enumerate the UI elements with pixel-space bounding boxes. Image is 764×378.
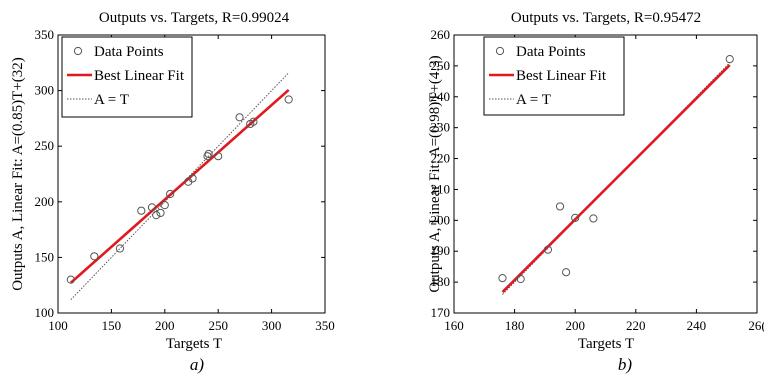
y-tick-label: 200: [35, 194, 55, 209]
best-fit-line: [501, 64, 731, 293]
y-tick-label: 170: [431, 305, 451, 320]
data-point: [562, 268, 571, 277]
data-point: [166, 189, 175, 199]
y-tick-label: 230: [431, 120, 451, 135]
x-tick-label: 250: [208, 318, 228, 333]
data-point: [188, 174, 197, 183]
data-point: [147, 203, 157, 212]
data-point: [516, 274, 525, 284]
y-tick-label: 190: [431, 243, 451, 258]
x-tick-label: 160: [444, 318, 464, 333]
data-point: [152, 211, 161, 220]
legend-entry: Data Points: [516, 44, 586, 60]
legend-entry: A = T: [94, 92, 129, 108]
y-axis-label: Outputs A, Linear Fit: A=(0.98)T+(4.3): [427, 55, 443, 292]
legend-entry: Best Linear Fit: [516, 68, 607, 84]
data-point: [543, 245, 553, 254]
data-point: [214, 152, 223, 161]
y-tick-label: 150: [35, 249, 55, 264]
legend-entry: Data Points: [94, 44, 164, 60]
panel-caption: a): [190, 355, 205, 374]
data-point: [235, 113, 244, 122]
data-point: [571, 213, 580, 222]
y-tick-label: 240: [431, 89, 451, 104]
y-tick-label: 200: [431, 212, 451, 227]
y-tick-label: 210: [431, 181, 451, 196]
y-tick-label: 350: [35, 27, 55, 42]
x-tick-label: 26(: [748, 318, 764, 333]
legend-entry: Best Linear Fit: [94, 68, 185, 84]
legend-marker-circle: [495, 46, 505, 56]
x-tick-label: 220: [626, 318, 646, 333]
x-tick-label: 200: [155, 318, 175, 333]
legend-marker-circle: [73, 46, 83, 56]
chart-title: Outputs vs. Targets, R=0.99024: [99, 10, 290, 26]
data-point: [160, 201, 169, 210]
legend-entry: A = T: [516, 92, 551, 108]
y-tick-label: 180: [431, 274, 451, 289]
y-tick-label: 300: [35, 83, 55, 98]
data-point: [725, 54, 734, 64]
x-tick-label: 240: [687, 318, 707, 333]
data-point: [249, 117, 258, 126]
data-point: [555, 202, 565, 211]
data-point: [156, 208, 165, 218]
data-point: [137, 206, 146, 215]
chart-b: 160 180 200 220 240 26( 170 180 190 200 210 220 230 2…: [427, 10, 764, 374]
data-point: [115, 244, 125, 253]
data-point: [204, 149, 213, 159]
data-point: [589, 214, 598, 223]
data-point: [498, 273, 507, 283]
y-tick-label: 100: [35, 305, 55, 320]
x-axis-label: Targets T: [166, 336, 222, 352]
y-tick-label: 260: [431, 27, 451, 42]
data-point: [66, 275, 75, 284]
chart-title: Outputs vs. Targets, R=0.95472: [511, 10, 701, 26]
legend-box: [61, 36, 193, 118]
y-tick-label: 220: [431, 151, 451, 166]
data-point: [284, 95, 293, 104]
x-tick-label: 150: [102, 318, 122, 333]
x-axis-label: Targets T: [578, 336, 634, 352]
x-tick-label: 100: [48, 318, 68, 333]
y-tick-label: 250: [431, 58, 451, 73]
x-tick-label: 300: [262, 318, 282, 333]
x-tick-label: 200: [565, 318, 585, 333]
y-axis-label: Outputs A, Linear Fit: A=(0.85)T+(32): [10, 57, 26, 291]
y-tick-label: 250: [35, 138, 55, 153]
panel-caption: b): [618, 355, 633, 374]
x-tick-label: 350: [315, 318, 335, 333]
data-point: [90, 252, 99, 261]
best-fit-line: [69, 88, 290, 284]
x-tick-label: 180: [505, 318, 525, 333]
chart-a: 100 150 200 250 300 350 100 150 200 250 300 350 Data…: [10, 10, 335, 374]
